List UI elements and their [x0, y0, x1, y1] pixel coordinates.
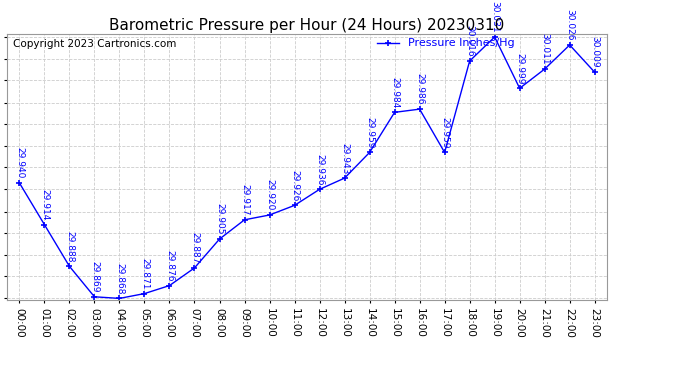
Text: 29.926: 29.926: [290, 170, 299, 201]
Legend: Pressure Inches/Hg: Pressure Inches/Hg: [373, 34, 520, 53]
Pressure Inches/Hg: [90, 294, 99, 299]
Text: Copyright 2023 Cartronics.com: Copyright 2023 Cartronics.com: [13, 39, 176, 49]
Text: 29.984: 29.984: [390, 77, 399, 108]
Pressure Inches/Hg: [40, 222, 48, 227]
Text: 29.917: 29.917: [240, 184, 249, 216]
Line: Pressure Inches/Hg: Pressure Inches/Hg: [16, 33, 598, 302]
Pressure Inches/Hg: [166, 284, 174, 288]
Text: 29.999: 29.999: [515, 53, 524, 84]
Pressure Inches/Hg: [190, 266, 199, 270]
Pressure Inches/Hg: [415, 107, 424, 111]
Text: 29.959: 29.959: [440, 117, 449, 148]
Text: 29.914: 29.914: [40, 189, 49, 220]
Text: 29.887: 29.887: [190, 232, 199, 264]
Title: Barometric Pressure per Hour (24 Hours) 20230310: Barometric Pressure per Hour (24 Hours) …: [110, 18, 504, 33]
Text: 29.943: 29.943: [340, 142, 349, 174]
Pressure Inches/Hg: [315, 187, 324, 192]
Text: 29.959: 29.959: [365, 117, 374, 148]
Pressure Inches/Hg: [515, 86, 524, 90]
Pressure Inches/Hg: [566, 43, 574, 47]
Text: 29.871: 29.871: [140, 258, 149, 290]
Text: 29.869: 29.869: [90, 261, 99, 292]
Pressure Inches/Hg: [15, 181, 23, 185]
Pressure Inches/Hg: [591, 70, 599, 75]
Pressure Inches/Hg: [440, 150, 449, 155]
Text: 30.031: 30.031: [490, 1, 499, 33]
Text: 29.905: 29.905: [215, 203, 224, 235]
Pressure Inches/Hg: [240, 217, 248, 222]
Text: 30.026: 30.026: [565, 9, 574, 41]
Pressure Inches/Hg: [340, 176, 348, 180]
Pressure Inches/Hg: [266, 213, 274, 217]
Text: 29.876: 29.876: [165, 250, 174, 281]
Text: 29.940: 29.940: [15, 147, 24, 179]
Text: 29.986: 29.986: [415, 74, 424, 105]
Pressure Inches/Hg: [540, 67, 549, 71]
Pressure Inches/Hg: [466, 59, 474, 63]
Text: 29.920: 29.920: [265, 180, 274, 211]
Pressure Inches/Hg: [140, 291, 148, 296]
Pressure Inches/Hg: [215, 237, 224, 241]
Text: 30.009: 30.009: [590, 36, 599, 68]
Pressure Inches/Hg: [366, 150, 374, 155]
Text: 29.936: 29.936: [315, 154, 324, 185]
Pressure Inches/Hg: [290, 203, 299, 208]
Text: 30.011: 30.011: [540, 33, 549, 65]
Text: 29.868: 29.868: [115, 263, 124, 294]
Pressure Inches/Hg: [66, 264, 74, 268]
Pressure Inches/Hg: [115, 296, 124, 301]
Text: 29.888: 29.888: [65, 231, 74, 262]
Pressure Inches/Hg: [491, 35, 499, 39]
Text: 30.016: 30.016: [465, 25, 474, 57]
Pressure Inches/Hg: [391, 110, 399, 115]
